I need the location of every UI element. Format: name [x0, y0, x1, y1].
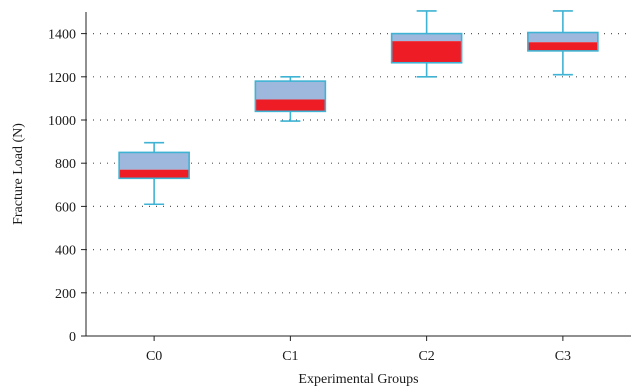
- upper-box: [391, 33, 462, 42]
- x-tick-label: C0: [146, 349, 162, 364]
- lower-box: [391, 41, 462, 63]
- x-tick-label: C2: [418, 349, 434, 364]
- x-tick-label: C1: [282, 349, 298, 364]
- box-outline: [118, 151, 190, 180]
- y-tick-label: 0: [69, 330, 76, 345]
- x-axis-title: Experimental Groups: [298, 372, 418, 387]
- box-outline: [254, 80, 327, 113]
- lower-box: [255, 99, 326, 112]
- y-tick-label: 800: [55, 157, 76, 172]
- box-c0: [118, 141, 190, 206]
- lower-box: [527, 42, 598, 51]
- box-c3: [527, 10, 599, 76]
- upper-box: [527, 32, 598, 43]
- box-outline: [390, 32, 463, 64]
- box-c1: [254, 76, 327, 122]
- box-series: [118, 10, 599, 206]
- upper-box: [255, 81, 326, 100]
- y-tick-label: 200: [55, 287, 76, 302]
- x-tick-label: C3: [555, 349, 571, 364]
- y-tick-label: 1200: [48, 71, 76, 86]
- lower-box: [119, 169, 190, 179]
- y-tick-label: 600: [55, 200, 76, 215]
- y-tick-label: 400: [55, 244, 76, 259]
- y-tick-label: 1400: [48, 28, 76, 43]
- box-c2: [390, 10, 463, 78]
- x-axis-ticks: C0 C1 C2 C3: [146, 336, 571, 364]
- y-tick-label: 1000: [48, 114, 76, 129]
- y-axis-ticks: 0 200 400 600 800 1000 1200 1400: [48, 28, 86, 345]
- box-outline: [527, 31, 599, 52]
- upper-box: [119, 152, 190, 170]
- y-axis-title: Fracture Load (N): [11, 123, 26, 225]
